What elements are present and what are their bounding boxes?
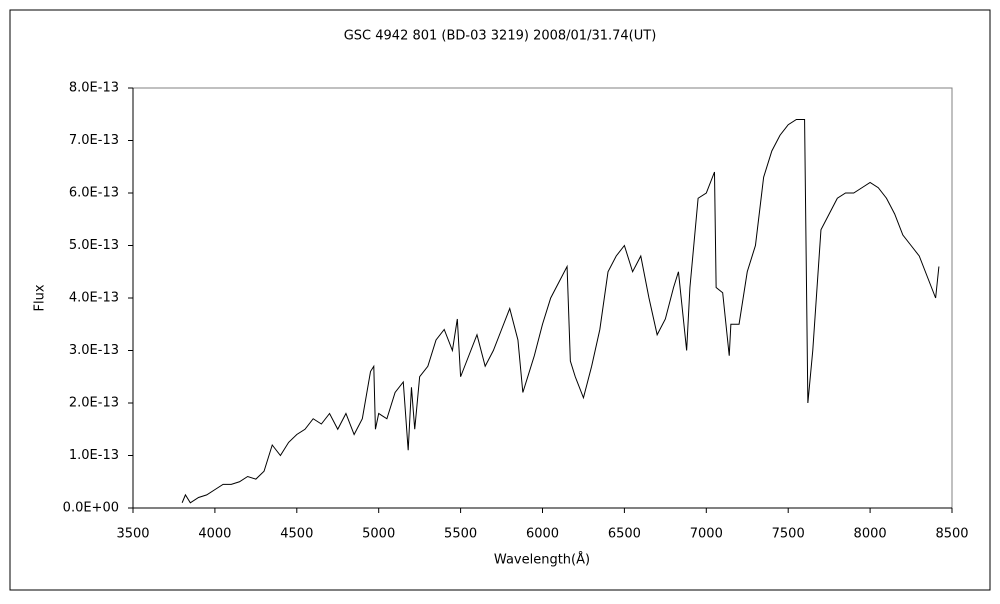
y-tick-label: 8.0E-13 [69,81,119,96]
x-axis-label: Wavelength(Å) [494,552,590,568]
x-tick-label: 3500 [116,527,149,542]
x-tick-label: 7000 [690,527,723,542]
y-tick-label: 1.0E-13 [69,448,119,463]
x-tick-label: 6500 [608,527,641,542]
plot-area [132,87,953,509]
x-tick-label: 8000 [854,527,887,542]
spectrum-line [181,119,940,504]
y-tick-label: 4.0E-13 [69,291,119,306]
y-tick-label: 2.0E-13 [69,396,119,411]
x-tick-label: 6000 [526,527,559,542]
y-tick-label: 6.0E-13 [69,186,119,201]
y-tick-label: 5.0E-13 [69,238,119,253]
x-tick-label: 4500 [280,527,313,542]
y-tick-label: 3.0E-13 [69,343,119,358]
y-tick-label: 0.0E+00 [63,501,119,516]
y-axis-label: Flux [33,284,48,311]
x-tick-label: 7500 [772,527,805,542]
x-tick-label: 4000 [198,527,231,542]
x-tick-label: 8500 [935,527,968,542]
x-tick-label: 5000 [362,527,395,542]
y-tick-label: 7.0E-13 [69,133,119,148]
chart-title: GSC 4942 801 (BD-03 3219) 2008/01/31.74(… [344,29,657,44]
x-tick-label: 5500 [444,527,477,542]
